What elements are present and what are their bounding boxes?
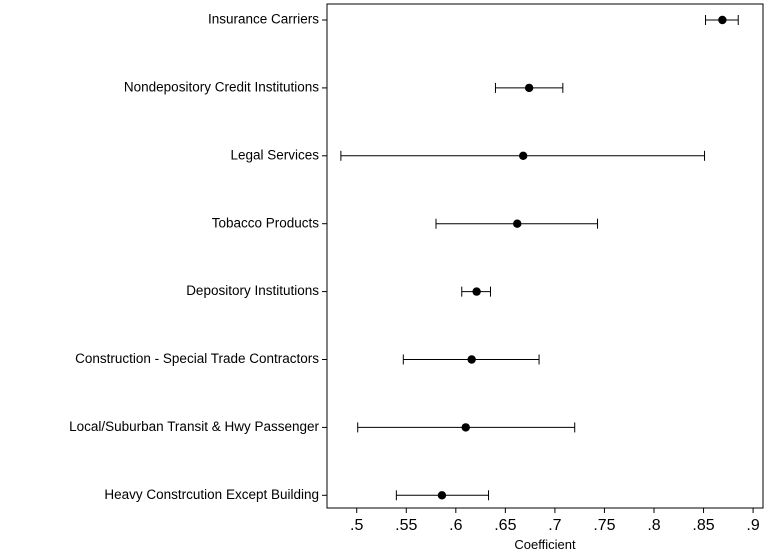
estimate-point [513,219,522,228]
estimate-point [718,15,727,25]
x-tick-label: .9 [746,517,759,534]
x-tick-label: .5 [350,517,363,534]
estimate-point [467,355,476,364]
estimate-point [472,287,481,296]
x-axis-title: Coefficient [514,537,576,552]
x-tick-label: .85 [692,517,714,534]
marks [340,15,739,501]
estimate-point [437,491,447,500]
estimate-point [461,423,470,432]
y-tick-label: Nondepository Credit Institutions [124,79,319,94]
x-tick-label: .55 [395,517,417,534]
y-tick-label: Construction - Special Trade Contractors [75,351,319,366]
y-axis: Insurance Carriers Nondepository Credit I… [69,12,327,502]
estimate-point [524,83,534,93]
x-tick-label: .7 [548,517,561,534]
x-tick-label: .65 [494,517,516,534]
x-axis: .5 .55 .6 .65 .7 .75 .8 .85 .9 [350,508,760,534]
y-tick-label: Insurance Carriers [208,12,319,27]
y-tick-label: Tobacco Products [212,215,320,230]
estimate-point [519,151,528,160]
y-tick-label: Heavy Constrcution Except Building [104,487,319,502]
x-tick-label: .6 [449,517,462,534]
x-tick-label: .75 [593,517,615,534]
y-tick-label: Local/Suburban Transit & Hwy Passenger [69,419,319,434]
y-tick-label: Legal Services [230,147,319,162]
plot-frame [326,3,764,509]
x-tick-label: .8 [647,517,660,534]
y-tick-label: Depository Institutions [186,283,319,298]
